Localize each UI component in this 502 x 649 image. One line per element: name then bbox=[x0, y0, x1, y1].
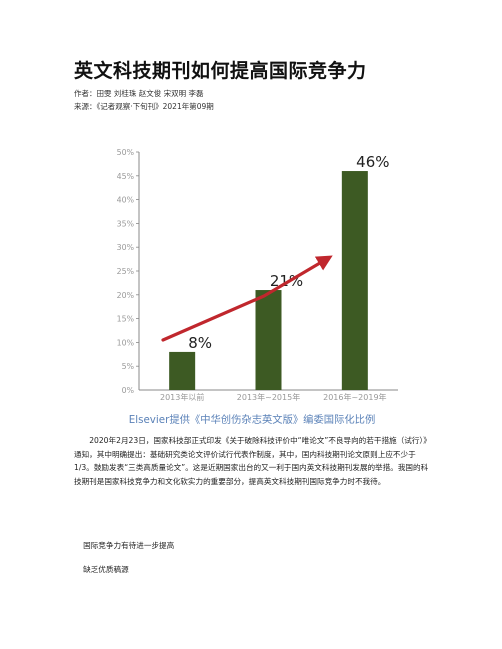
bar-chart-figure: 0% 5% 10% 15% 20% 25% 30% 35% 40% 45% 50% 8% 21% 46%… bbox=[100, 140, 405, 430]
y-tick-label: 30% bbox=[117, 243, 134, 252]
y-tick-label: 0% bbox=[122, 386, 134, 395]
y-tick-label: 5% bbox=[122, 362, 134, 371]
article-title: 英文科技期刊如何提高国际竞争力 bbox=[74, 60, 367, 82]
y-tick-label: 20% bbox=[117, 291, 134, 300]
trend-arrow-icon bbox=[161, 255, 333, 342]
paragraph-1: 2020年2月23日，国家科技部正式印发《关于破除科技评价中“唯论文”不良导向的… bbox=[74, 436, 429, 486]
y-tick-label: 15% bbox=[117, 315, 134, 324]
bar-value-label: 8% bbox=[188, 334, 212, 352]
y-tick-label: 45% bbox=[117, 172, 134, 181]
bar bbox=[169, 351, 196, 390]
article-authors: 作者：田雯 刘桂珠 赵文俊 宋双明 李磊 bbox=[74, 89, 204, 98]
chart-caption: Elsevier提供《中华创伤杂志英文版》编委国际化比例 bbox=[129, 413, 376, 426]
y-tick-label: 25% bbox=[117, 267, 134, 276]
bar-value-label: 46% bbox=[356, 153, 389, 171]
section-heading-competitiveness: 国际竞争力有待进一步提高 bbox=[83, 541, 175, 550]
y-tick-label: 10% bbox=[117, 338, 134, 347]
y-tick-label: 50% bbox=[117, 148, 134, 157]
y-tick-label: 40% bbox=[117, 196, 134, 205]
bar bbox=[255, 290, 282, 390]
bar-chart: 0%5%10%15%20%25%30%35%40%45%50% 8%21%46%… bbox=[117, 148, 398, 426]
article-source: 来源：《记者观察·下旬刊》2021年第09期 bbox=[74, 102, 214, 111]
x-category-label: 2013年以前 bbox=[160, 392, 204, 402]
x-category-label: 2013年~2015年 bbox=[237, 392, 300, 402]
x-category-label: 2016年~2019年 bbox=[323, 392, 386, 402]
bar bbox=[341, 171, 368, 390]
y-tick-label: 35% bbox=[117, 219, 134, 228]
section-heading-manuscripts: 缺乏优质稿源 bbox=[83, 565, 129, 574]
